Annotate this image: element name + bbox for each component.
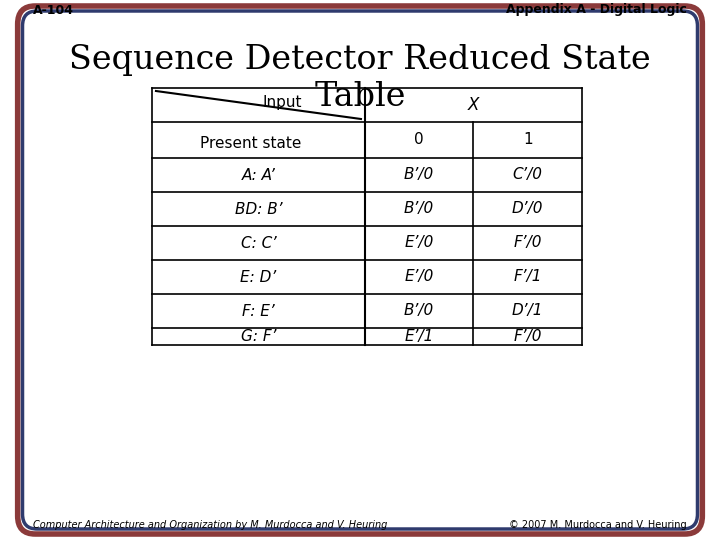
Text: E’/0: E’/0 [405,269,433,285]
Text: Present state: Present state [200,136,302,151]
Text: B’/0: B’/0 [404,167,434,183]
Text: Sequence Detector Reduced State
Table: Sequence Detector Reduced State Table [69,44,651,112]
Text: B’/0: B’/0 [404,303,434,319]
Text: D’/0: D’/0 [512,201,544,217]
Text: 1: 1 [523,132,533,147]
Text: B’/0: B’/0 [404,201,434,217]
Text: E: D’: E: D’ [240,269,276,285]
Text: Computer Architecture and Organization by M. Murdocca and V. Heuring: Computer Architecture and Organization b… [33,520,387,530]
FancyBboxPatch shape [152,88,582,345]
Text: E’/0: E’/0 [405,235,433,251]
Text: A: A’: A: A’ [241,167,276,183]
Text: F: E’: F: E’ [242,303,275,319]
Text: C’/0: C’/0 [513,167,543,183]
Text: 0: 0 [414,132,424,147]
Text: © 2007 M. Murdocca and V. Heuring: © 2007 M. Murdocca and V. Heuring [509,520,687,530]
Text: F’/1: F’/1 [513,269,542,285]
Text: X: X [468,96,480,114]
Text: C: C’: C: C’ [240,235,276,251]
Text: F’/0: F’/0 [513,329,542,344]
Text: G: F’: G: F’ [240,329,276,344]
Text: BD: B’: BD: B’ [235,201,282,217]
Text: Appendix A - Digital Logic: Appendix A - Digital Logic [506,3,687,17]
Text: E’/1: E’/1 [405,329,433,344]
Text: F’/0: F’/0 [513,235,542,251]
Text: A-104: A-104 [33,3,74,17]
Text: D’/1: D’/1 [512,303,544,319]
FancyBboxPatch shape [18,6,702,534]
Text: Input: Input [263,94,302,110]
